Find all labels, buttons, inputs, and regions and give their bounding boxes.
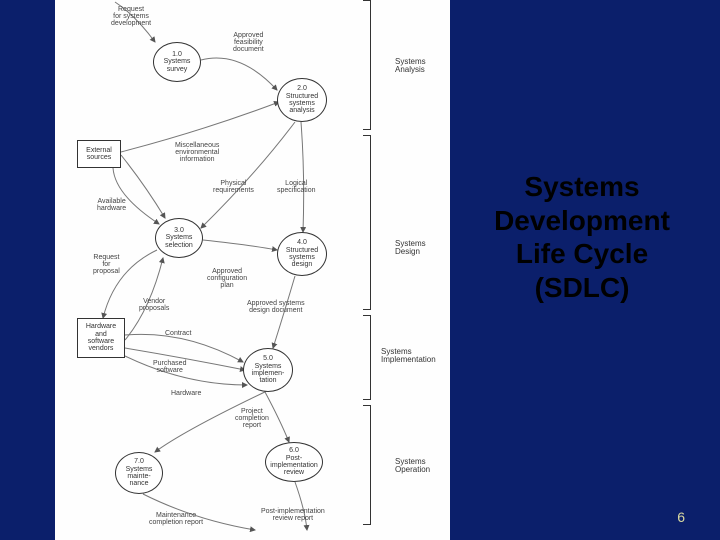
phase-label-1: SystemsDesign bbox=[395, 240, 426, 257]
flow-label-8: Vendorproposals bbox=[139, 298, 169, 312]
flow-label-6: Requestforproposal bbox=[93, 254, 120, 275]
flow-label-13: Projectcompletionreport bbox=[235, 408, 269, 429]
process-p6: 6.0Post-implementationreview bbox=[265, 442, 323, 482]
phase-bracket-1 bbox=[363, 135, 371, 310]
title-line-3: Life Cycle bbox=[452, 237, 712, 271]
flow-label-11: Purchasedsoftware bbox=[153, 360, 186, 374]
flow-label-12: Hardware bbox=[171, 390, 201, 397]
phase-bracket-0 bbox=[363, 0, 371, 130]
phase-label-2: SystemsImplementation bbox=[381, 348, 436, 365]
phase-label-3: SystemsOperation bbox=[395, 458, 430, 475]
flow-label-7: Approvedconfigurationplan bbox=[207, 268, 247, 289]
flow-label-0: Requestfor systemsdevelopment bbox=[111, 6, 151, 27]
diagram-panel: 1.0Systemssurvey 2.0Structuredsystemsanal… bbox=[55, 0, 450, 540]
title-line-1: Systems bbox=[452, 170, 712, 204]
flow-label-3: Physicalrequirements bbox=[213, 180, 254, 194]
flow-label-15: Post-implementationreview report bbox=[261, 508, 325, 522]
process-p1: 1.0Systemssurvey bbox=[153, 42, 201, 82]
title-line-2: Development bbox=[452, 204, 712, 238]
external-e1: Externalsources bbox=[77, 140, 121, 168]
phase-label-0: SystemsAnalysis bbox=[395, 58, 426, 75]
title-line-4: (SDLC) bbox=[452, 271, 712, 305]
flow-label-2: Miscellaneousenvironmentalinformation bbox=[175, 142, 219, 163]
phase-bracket-3 bbox=[363, 405, 371, 525]
process-p2: 2.0Structuredsystemsanalysis bbox=[277, 78, 327, 122]
flow-label-10: Contract bbox=[165, 330, 191, 337]
flow-label-9: Approved systemsdesign document bbox=[247, 300, 305, 314]
flow-label-1: Approvedfeasibilitydocument bbox=[233, 32, 264, 53]
flow-label-14: Maintenancecompletion report bbox=[149, 512, 203, 526]
process-p5: 5.0Systemsimplemen-tation bbox=[243, 348, 293, 392]
process-p3: 3.0Systemsselection bbox=[155, 218, 203, 258]
page-number: 6 bbox=[677, 509, 685, 525]
external-e2: Hardwareandsoftwarevendors bbox=[77, 318, 125, 358]
process-p7: 7.0Systemsmainte-nance bbox=[115, 452, 163, 494]
flow-label-5: Availablehardware bbox=[97, 198, 126, 212]
slide-title: Systems Development Life Cycle (SDLC) bbox=[452, 170, 712, 304]
process-p4: 4.0Structuredsystemsdesign bbox=[277, 232, 327, 276]
phase-bracket-2 bbox=[363, 315, 371, 400]
flow-label-4: Logicalspecification bbox=[277, 180, 316, 194]
